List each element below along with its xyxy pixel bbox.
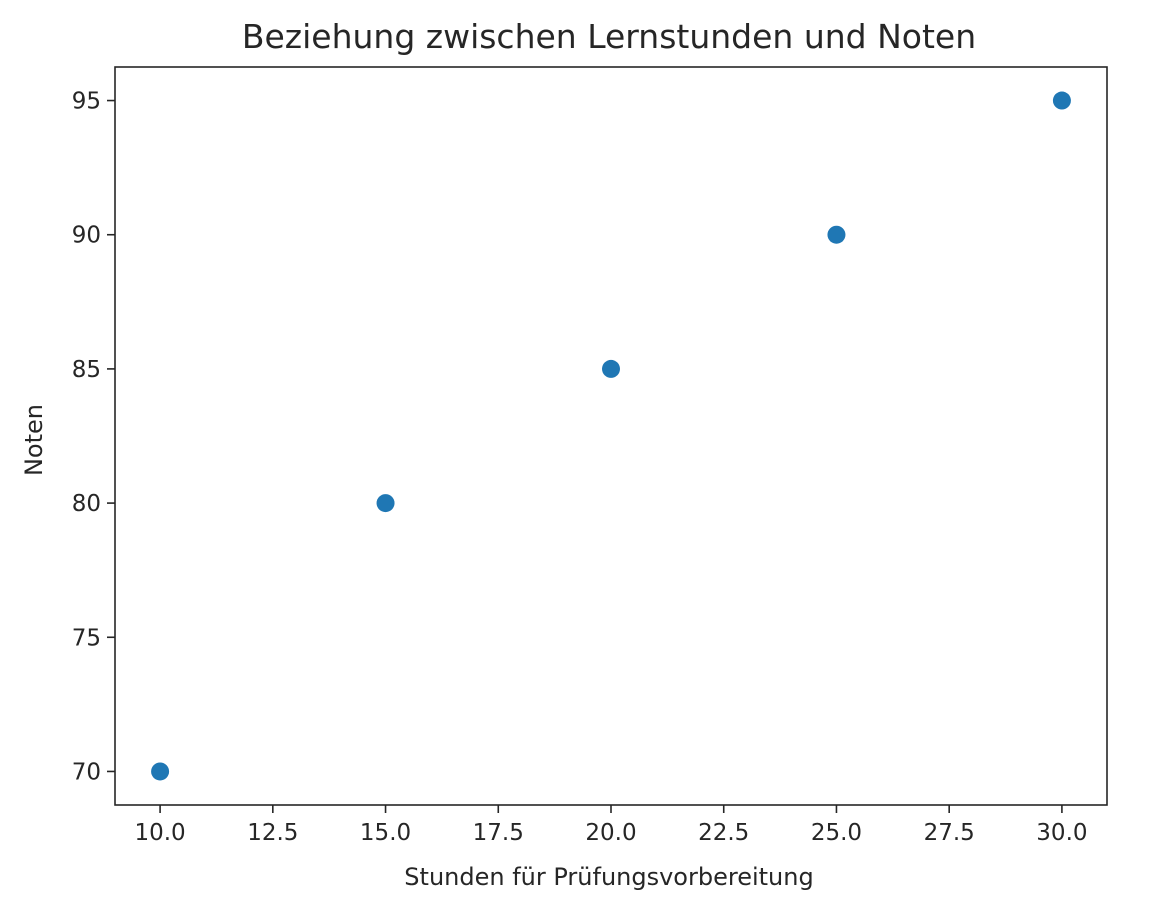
x-axis-label: Stunden für Prüfungsvorbereitung <box>404 863 813 891</box>
x-tick-label: 12.5 <box>247 820 298 846</box>
data-point <box>1052 91 1071 110</box>
x-tick-label: 10.0 <box>134 820 185 846</box>
x-axis: 10.0 12.5 15.0 17.5 20.0 22.5 25.0 27.5 30.0 <box>134 805 1088 846</box>
y-axis: 70 75 80 85 90 95 <box>72 89 115 785</box>
chart-title: Beziehung zwischen Lernstunden und Noten <box>242 17 976 56</box>
x-tick-label: 17.5 <box>473 820 524 846</box>
x-tick-label: 15.0 <box>360 820 411 846</box>
y-tick-label: 70 <box>72 759 101 785</box>
x-tick-label: 30.0 <box>1036 820 1087 846</box>
data-point <box>151 762 170 781</box>
y-tick-label: 80 <box>72 491 101 517</box>
data-point <box>376 494 395 513</box>
y-tick-label: 90 <box>72 223 101 249</box>
y-tick-label: 75 <box>72 625 101 651</box>
data-points <box>151 91 1071 781</box>
x-tick-label: 22.5 <box>698 820 749 846</box>
x-tick-label: 27.5 <box>924 820 975 846</box>
y-axis-label: Noten <box>20 404 48 476</box>
y-tick-label: 85 <box>72 357 101 383</box>
x-tick-label: 20.0 <box>585 820 636 846</box>
data-point <box>602 359 620 378</box>
plot-area <box>114 66 1108 806</box>
data-point <box>827 225 846 244</box>
y-tick-label: 95 <box>72 89 101 115</box>
x-tick-label: 25.0 <box>811 820 862 846</box>
